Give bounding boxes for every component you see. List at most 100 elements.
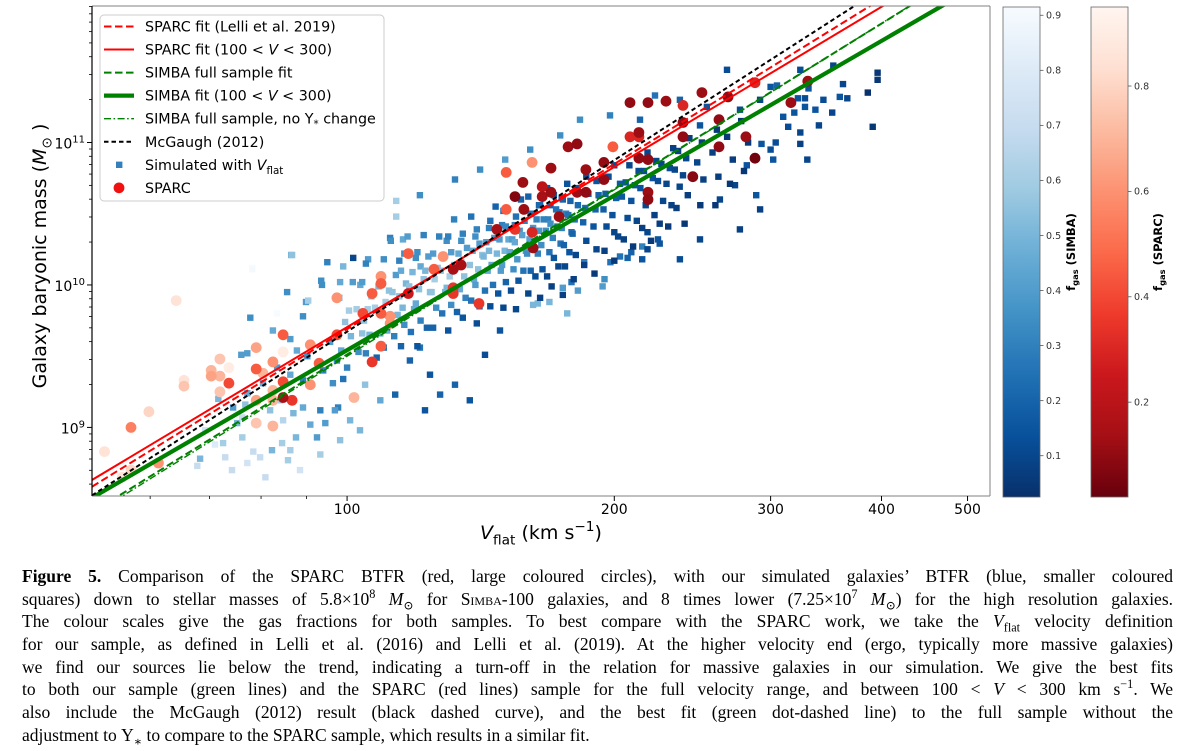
caption-text: . We — [1133, 679, 1173, 700]
simba-point — [466, 261, 473, 269]
simba-point — [428, 288, 435, 296]
simba-point — [713, 126, 721, 133]
simba-point — [607, 259, 614, 266]
simba-point — [676, 96, 684, 103]
simba-point — [593, 177, 600, 185]
caption-text: ∗ — [133, 734, 143, 749]
simba-point — [338, 347, 345, 354]
simba-point — [500, 304, 507, 311]
caption-text: V — [993, 611, 1004, 632]
simba-point — [459, 230, 466, 237]
legend-label-segment: SIMBA full sample fit — [145, 66, 293, 82]
colorbar-label-segment: f — [1151, 285, 1165, 291]
simba-point — [436, 391, 444, 398]
simba-point — [529, 301, 537, 309]
legend-entry: SPARC — [113, 181, 191, 197]
simba-point — [392, 271, 400, 279]
simba-point — [287, 335, 294, 343]
sparc-point — [660, 95, 672, 107]
simba-point — [472, 281, 479, 289]
simba-point — [602, 190, 609, 197]
simba-point — [548, 283, 555, 290]
simba-point — [229, 404, 237, 411]
simba-point — [869, 123, 876, 130]
simba-point — [676, 256, 684, 263]
caption-text: velocity definition — [1020, 611, 1173, 632]
simba-point — [686, 135, 693, 142]
legend-label-segment: * — [314, 119, 319, 131]
sparc-point — [607, 141, 619, 153]
colorbar-label-segment: f — [1064, 285, 1078, 291]
x-tick-label: 400 — [868, 502, 895, 518]
simba-point — [436, 233, 443, 240]
simba-point — [349, 278, 356, 286]
simba-point — [629, 243, 637, 250]
sparc-point — [785, 97, 797, 108]
y-tick-base: 10 — [54, 279, 72, 295]
simba-point — [559, 284, 566, 291]
legend-label: SPARC — [145, 181, 191, 197]
fit-lines — [92, 6, 947, 496]
sparc-scatter — [99, 75, 814, 483]
legend-label-segment: V — [268, 43, 279, 59]
simba-point — [399, 236, 407, 243]
simba-point — [244, 459, 251, 467]
sparc-point — [545, 186, 557, 198]
simba-point — [593, 246, 600, 253]
fit-line-mcgaugh2012 — [92, 6, 857, 496]
simba-point — [389, 288, 396, 296]
simba-point — [635, 167, 642, 175]
simba-point — [572, 251, 579, 259]
simba-point — [497, 267, 504, 274]
caption-text: The colour scales give the gas fractions… — [22, 611, 994, 632]
simba-point — [559, 196, 566, 203]
caption-text: flat — [1003, 620, 1021, 635]
simba-point — [517, 196, 525, 203]
colorbar-gradient — [1090, 6, 1129, 498]
simba-point — [679, 172, 687, 179]
simba-point — [527, 146, 534, 153]
simba-point — [656, 240, 663, 247]
simba-point — [547, 220, 554, 227]
simba-point — [397, 343, 405, 350]
simba-point — [654, 177, 662, 185]
simba-point — [534, 250, 541, 257]
simba-point — [456, 286, 464, 293]
simba-point — [696, 122, 704, 129]
caption-text: for our sample, as defined in Lelli et a… — [22, 634, 1173, 655]
y-tick-label: 109 — [61, 419, 85, 437]
caption-text — [375, 589, 388, 609]
simba-point — [397, 267, 405, 274]
simba-point — [830, 62, 837, 69]
simba-point — [355, 348, 362, 356]
simba-point — [651, 92, 659, 99]
simba-point — [569, 230, 576, 237]
legend-label-segment: SIMBA fit (100 < — [145, 89, 268, 105]
y-axis-label-segment: M — [29, 149, 51, 165]
simba-point — [409, 268, 416, 276]
simba-point — [244, 390, 251, 397]
sparc-point — [447, 263, 459, 275]
y-axis-label-segment: ⊙ — [39, 137, 55, 148]
simba-point — [451, 381, 459, 388]
simba-point — [676, 183, 683, 190]
simba-point — [670, 145, 677, 152]
simba-point — [697, 202, 704, 209]
simba-point — [496, 327, 504, 334]
simba-point — [659, 197, 667, 205]
simba-point — [772, 139, 779, 146]
simba-point — [495, 290, 502, 297]
y-axis-label-segment: Galaxy baryonic mass ( — [29, 165, 51, 388]
simba-point — [406, 283, 413, 290]
simba-point — [472, 233, 479, 240]
simba-point — [804, 156, 811, 163]
sparc-point — [624, 131, 636, 143]
sparc-point — [713, 141, 725, 153]
simba-point — [425, 253, 432, 260]
sparc-point — [250, 342, 262, 353]
simba-point — [259, 380, 267, 387]
simba-point — [716, 196, 724, 203]
sparc-point — [375, 278, 387, 289]
